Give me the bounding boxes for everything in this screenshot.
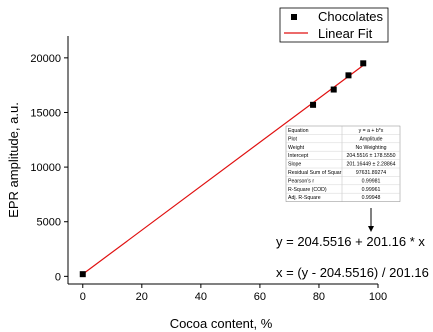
y-axis-title: EPR amplitude, a.u. [6,102,21,218]
legend-label-linear-fit: Linear Fit [318,26,373,41]
y-tick-label: 15000 [30,107,61,119]
data-point [330,86,337,93]
stats-value: 204.5516 ± 178.5550 [346,153,395,159]
stats-label: Weight [288,145,305,151]
inverse-equation: x = (y - 204.5516) / 201.16 [276,265,429,280]
legend: Chocolates Linear Fit [279,7,389,43]
stats-table-border [285,125,401,202]
stats-value: y = a + b*x [359,128,384,134]
stats-value: 0.99961 [362,187,381,193]
arrow-head [368,226,374,232]
y-tick-label: 5000 [37,217,61,229]
axis-ticks: 0 20 40 60 80 100 0 5000 10000 15000 20000 [30,53,387,303]
stats-label: Pearson's r [288,178,314,184]
y-tick-label: 20000 [30,53,61,65]
legend-label-chocolates: Chocolates [318,9,384,24]
x-tick-label: 40 [195,291,207,303]
fit-equation: y = 204.5516 + 201.16 * x [276,234,425,249]
x-tick-label: 20 [136,291,148,303]
x-tick-label: 60 [254,291,266,303]
stats-value: Amplitude [359,136,382,142]
stats-label: Adj. R-Square [288,195,321,201]
legend-marker [291,14,297,20]
stats-label: R-Square (COD) [288,187,327,193]
y-tick-label: 0 [55,271,61,283]
stats-label: Residual Sum of Squar [288,170,342,176]
y-tick-label: 10000 [30,162,61,174]
stats-value: No Weighting [355,145,386,151]
legend-box [279,7,389,43]
stats-value: 201.16449 ± 2.28864 [346,162,395,168]
stats-label: Equation [288,128,309,134]
stats-value: 0.99948 [362,195,381,201]
stats-label: Intercept [288,153,309,159]
data-point [310,101,317,108]
data-point [360,60,367,67]
data-point [79,271,86,278]
x-tick-label: 80 [313,291,325,303]
data-point [345,72,352,79]
x-tick-label: 0 [80,291,86,303]
stats-label: Slope [288,162,301,168]
x-axis-title: Cocoa content, % [170,316,273,331]
stats-value: 0.99981 [362,178,381,184]
fit-statistics-table: Equation y = a + b*x Plot Amplitude Weight No… [285,125,401,202]
data-points [79,60,367,278]
stats-label: Plot [288,136,297,142]
x-tick-label: 100 [369,291,387,303]
fit-line [82,64,364,275]
stats-value: 97631.89274 [356,170,386,176]
